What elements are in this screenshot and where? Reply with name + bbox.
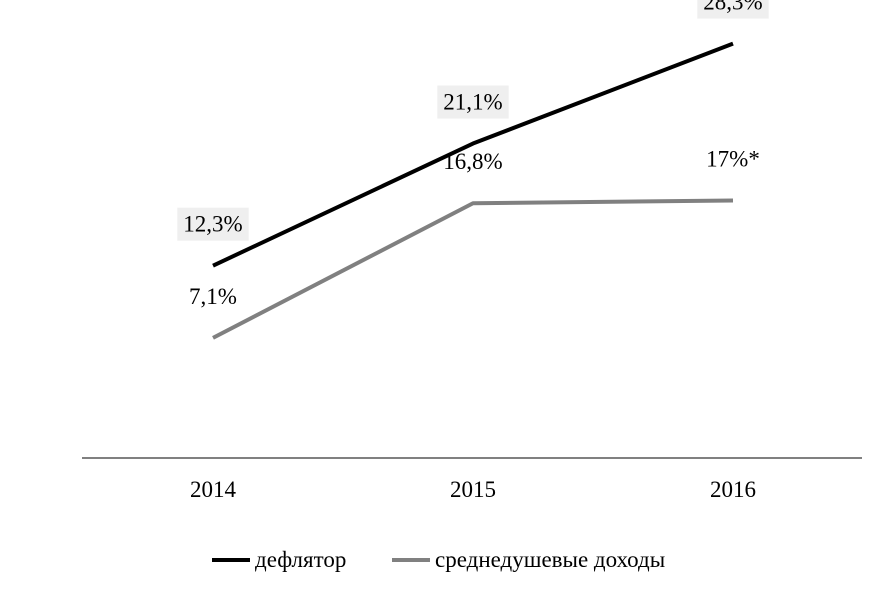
data-label-income-2014: 7,1% <box>189 284 237 309</box>
data-label-deflator-2016: 28,3% <box>697 0 769 19</box>
x-tick-label-2016: 2016 <box>710 477 756 502</box>
data-label-layer: 12,3% 21,1% 28,3% 7,1% 16,8% 17%* <box>177 0 769 309</box>
data-label-text: 28,3% <box>703 0 762 15</box>
data-label-deflator-2015: 21,1% <box>437 85 509 119</box>
data-label-text: 16,8% <box>443 149 502 174</box>
data-label-text: 21,1% <box>443 90 502 115</box>
series-line-income <box>212 198 734 340</box>
legend: дефлятор среднедушевые доходы <box>212 547 665 572</box>
x-tick-label-2015: 2015 <box>450 477 496 502</box>
data-label-background <box>177 207 249 241</box>
legend-label-income: среднедушевые доходы <box>435 547 665 572</box>
data-label-income-2015: 16,8% <box>443 149 502 174</box>
data-label-deflator-2014: 12,3% <box>177 207 249 241</box>
data-label-text: 7,1% <box>189 284 237 309</box>
data-label-text: 12,3% <box>183 212 242 237</box>
data-label-background <box>697 0 769 19</box>
data-label-income-2016: 17%* <box>706 146 760 171</box>
data-label-background <box>437 85 509 119</box>
series-layer <box>212 41 734 340</box>
x-tick-label-2014: 2014 <box>190 477 237 502</box>
data-label-text: 17%* <box>706 146 760 171</box>
legend-label-deflator: дефлятор <box>255 547 346 572</box>
series-line-deflator <box>212 41 734 268</box>
x-axis-tick-labels: 2014 2015 2016 <box>190 477 756 502</box>
